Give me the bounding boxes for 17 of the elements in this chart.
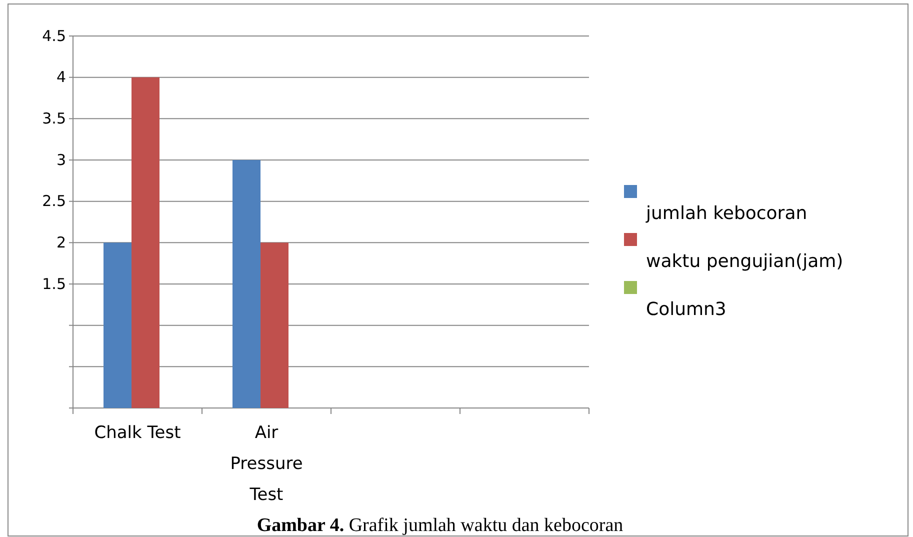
legend-label: Column3 — [646, 299, 726, 320]
y-tick-label: 2.5 — [42, 192, 66, 210]
bar — [104, 242, 132, 408]
y-tick-label: 2 — [56, 233, 66, 252]
x-tick-label: Air Pressure Test — [230, 423, 303, 505]
y-tick-label: 4 — [56, 68, 66, 86]
y-tick-label: 4.5 — [42, 26, 66, 45]
x-tick-label: Chalk Test — [94, 423, 182, 443]
text: Gambar 4. Grafik jumlah waktu dan kebocoran — [256, 515, 624, 536]
bar — [260, 242, 288, 408]
y-tick-label: 3.5 — [42, 109, 66, 128]
y-tick-label: 3 — [56, 150, 66, 169]
legend-label: jumlah kebocoran — [645, 203, 808, 224]
y-tick-label: 1.5 — [42, 274, 66, 293]
bar — [232, 160, 260, 408]
legend-label: waktu pengujian(jam) — [646, 251, 844, 272]
bar — [132, 77, 160, 408]
